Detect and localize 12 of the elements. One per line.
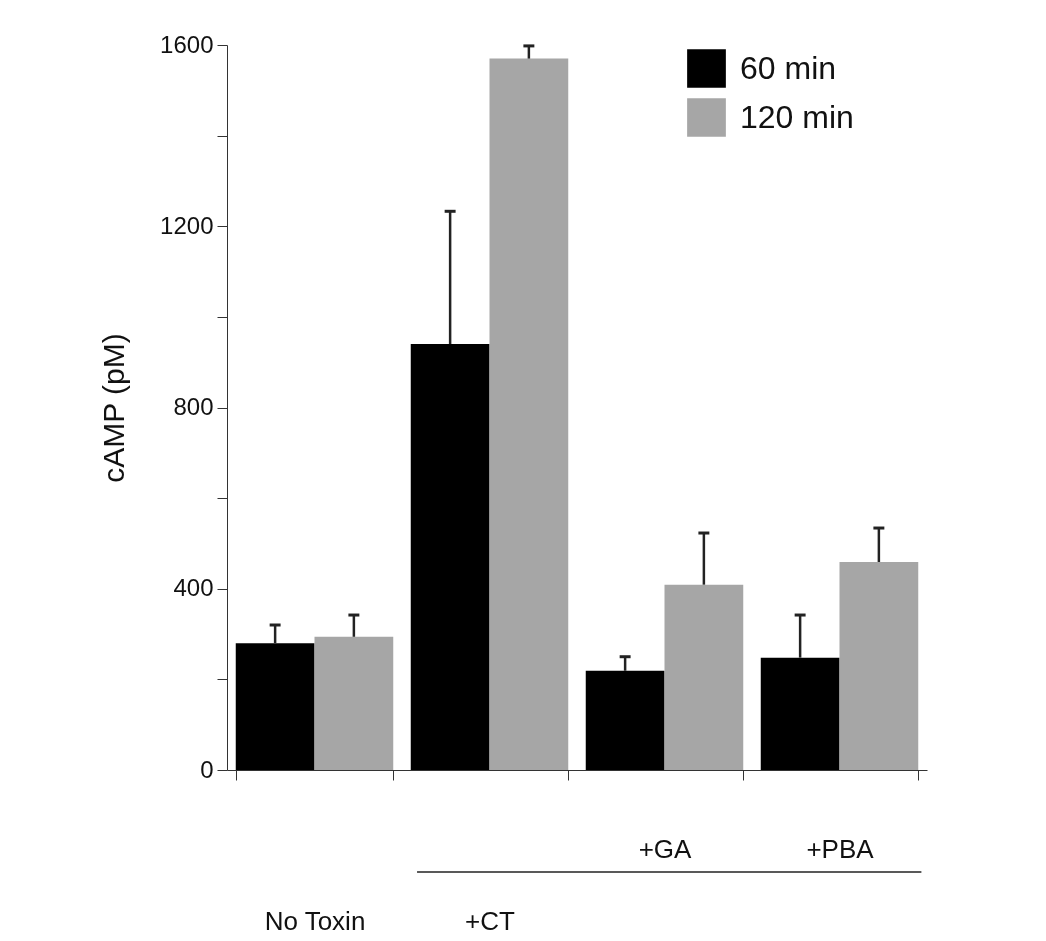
x-tick-label: +CT [465, 905, 516, 936]
x-tick-label: No Toxin [264, 905, 366, 936]
y-tick-label: 800 [173, 393, 214, 420]
y-tick-label: 1600 [160, 30, 214, 58]
y-tick-label: 400 [173, 574, 214, 602]
x-tick-label: +GA [638, 833, 693, 864]
y-tick-label: 0 [200, 755, 214, 783]
legend-label: 60 min [740, 49, 837, 86]
x-tick-label: +PBA [806, 833, 875, 864]
y-tick-label: 1200 [160, 211, 214, 239]
legend-label: 120 min [740, 98, 854, 135]
y-axis-title: cAMP (pM) [97, 333, 131, 483]
